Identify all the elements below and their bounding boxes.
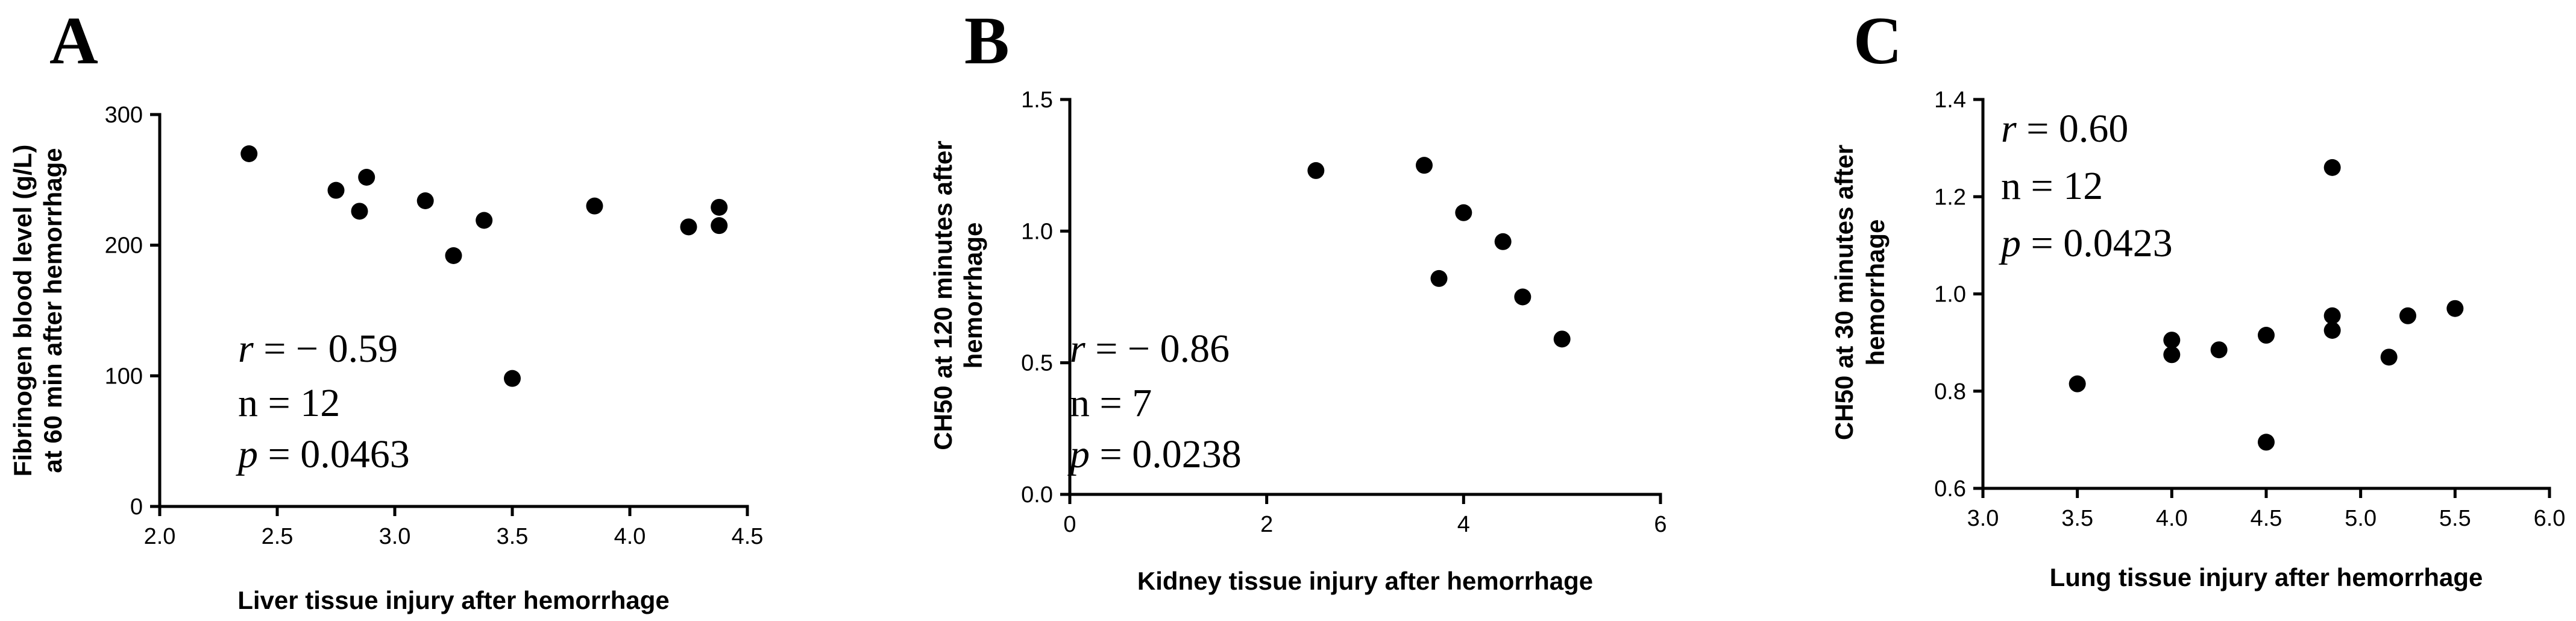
x-tick-label: 4 <box>1457 512 1470 537</box>
data-point <box>1430 270 1448 287</box>
data-point <box>1455 204 1472 221</box>
y-tick-label: 0 <box>130 494 143 520</box>
stat-p: p = 0.0423 <box>1999 221 2173 265</box>
y-axis-title-line: hemorrhage <box>1861 219 1890 366</box>
data-point <box>1307 162 1325 179</box>
panel-letter: A <box>49 4 98 78</box>
stat-n: n = 12 <box>2001 164 2103 208</box>
y-tick-label: 0.8 <box>1934 379 1966 405</box>
stat-r-symbol: r <box>238 327 254 371</box>
x-tick-label: 3.5 <box>2061 506 2093 531</box>
stat-r-value: = 0.60 <box>2017 107 2129 151</box>
x-tick-label: 2 <box>1260 512 1273 537</box>
data-point <box>2323 321 2341 339</box>
x-tick-label: 2.5 <box>262 524 294 549</box>
data-point <box>2069 375 2086 392</box>
data-point <box>2163 332 2181 349</box>
data-point <box>1416 157 1433 174</box>
y-tick-label: 1.4 <box>1934 87 1966 113</box>
x-tick-label: 3.0 <box>1967 506 1999 531</box>
stat-p: p = 0.0238 <box>1067 432 1242 476</box>
y-tick-label: 0.6 <box>1934 476 1966 502</box>
data-point <box>586 197 603 215</box>
data-point <box>2380 348 2398 366</box>
stat-p-value: = 0.0238 <box>1090 432 1242 476</box>
x-tick-label: 5.5 <box>2439 506 2471 531</box>
data-point <box>2258 433 2275 451</box>
panel-b: B 0 2 4 6 0.0 0.5 1.0 1.5 Kidney tissue injury af… <box>929 4 1667 595</box>
x-axis-title: Lung tissue injury after hemorrhage <box>2050 563 2483 591</box>
stat-n: n = 7 <box>1070 381 1152 425</box>
y-axis-title-line: at 60 min after hemorrhage <box>39 148 67 473</box>
data-point <box>504 370 521 387</box>
x-tick-label: 4.5 <box>2251 506 2282 531</box>
data-point <box>2163 346 2181 364</box>
stat-r-value: = − 0.59 <box>254 327 398 371</box>
stat-p-value: = 0.0423 <box>2021 221 2173 265</box>
y-axis-title-line: Fibrinogen blood level (g/L) <box>8 145 37 477</box>
y-tick-label: 1.2 <box>1934 184 1966 210</box>
stat-n: n = 12 <box>238 381 340 425</box>
data-point <box>351 203 368 220</box>
x-tick-label: 4.0 <box>2156 506 2188 531</box>
stat-r: r = − 0.86 <box>1070 327 1230 371</box>
data-point <box>2210 341 2228 359</box>
x-tick-label: 6 <box>1654 512 1667 537</box>
y-axis-title-line: CH50 at 30 minutes after <box>1830 145 1858 440</box>
data-point <box>1514 288 1531 306</box>
data-point <box>476 212 493 229</box>
data-point <box>2258 327 2275 344</box>
data-point <box>680 218 697 236</box>
panel-c: C 3.0 3.5 4.0 4.5 5.0 5.5 6.0 0.6 0.8 1.0 1.2 1.4 Lun… <box>1830 4 2565 591</box>
x-tick-label: 4.5 <box>732 524 764 549</box>
x-tick-label: 6.0 <box>2534 506 2566 531</box>
stat-p-symbol: p <box>236 432 258 476</box>
x-tick-label: 5.0 <box>2345 506 2377 531</box>
x-axis-title: Kidney tissue injury after hemorrhage <box>1137 567 1593 595</box>
stat-r-symbol: r <box>1070 327 1085 371</box>
stat-r: r = − 0.59 <box>238 327 398 371</box>
stat-p-symbol: p <box>1067 432 1090 476</box>
y-tick-label: 1.5 <box>1021 87 1053 113</box>
data-point <box>2446 300 2464 317</box>
y-axis-title-line: CH50 at 120 minutes after <box>929 140 957 450</box>
stat-r: r = 0.60 <box>2001 107 2128 151</box>
data-point <box>240 145 258 162</box>
x-tick-label: 3.5 <box>497 524 529 549</box>
y-tick-label: 100 <box>105 364 143 389</box>
stat-p: p = 0.0463 <box>236 432 410 476</box>
data-point <box>1553 330 1571 348</box>
panel-letter: C <box>1853 4 1902 78</box>
x-tick-label: 3.0 <box>379 524 411 549</box>
data-point <box>1494 233 1512 250</box>
y-tick-label: 0.5 <box>1021 351 1053 376</box>
data-point <box>358 169 375 186</box>
data-point <box>445 247 462 264</box>
data-point <box>711 217 728 235</box>
data-point <box>416 192 434 209</box>
data-point <box>2323 159 2341 176</box>
panel-letter: B <box>964 4 1010 78</box>
y-axis-title-line: hemorrhage <box>959 222 987 369</box>
stat-r-value: = − 0.86 <box>1085 327 1230 371</box>
x-tick-label: 2.0 <box>144 524 176 549</box>
data-point <box>2323 307 2341 324</box>
y-tick-label: 200 <box>105 233 143 259</box>
y-tick-label: 300 <box>105 102 143 128</box>
panel-a: A 2.0 2.5 3.0 3.5 4.0 4.5 0 100 200 300 Liver tissu… <box>8 4 763 614</box>
data-point <box>327 181 345 199</box>
x-axis-title: Liver tissue injury after hemorrhage <box>237 586 670 614</box>
stat-r-symbol: r <box>2001 107 2017 151</box>
data-point <box>711 198 728 216</box>
y-tick-label: 0.0 <box>1021 482 1053 508</box>
stat-p-symbol: p <box>1999 221 2021 265</box>
y-tick-label: 1.0 <box>1934 282 1966 307</box>
y-tick-label: 1.0 <box>1021 219 1053 244</box>
x-tick-label: 0 <box>1063 512 1076 537</box>
data-point <box>2399 307 2416 324</box>
x-tick-label: 4.0 <box>614 524 646 549</box>
stat-p-value: = 0.0463 <box>258 432 410 476</box>
